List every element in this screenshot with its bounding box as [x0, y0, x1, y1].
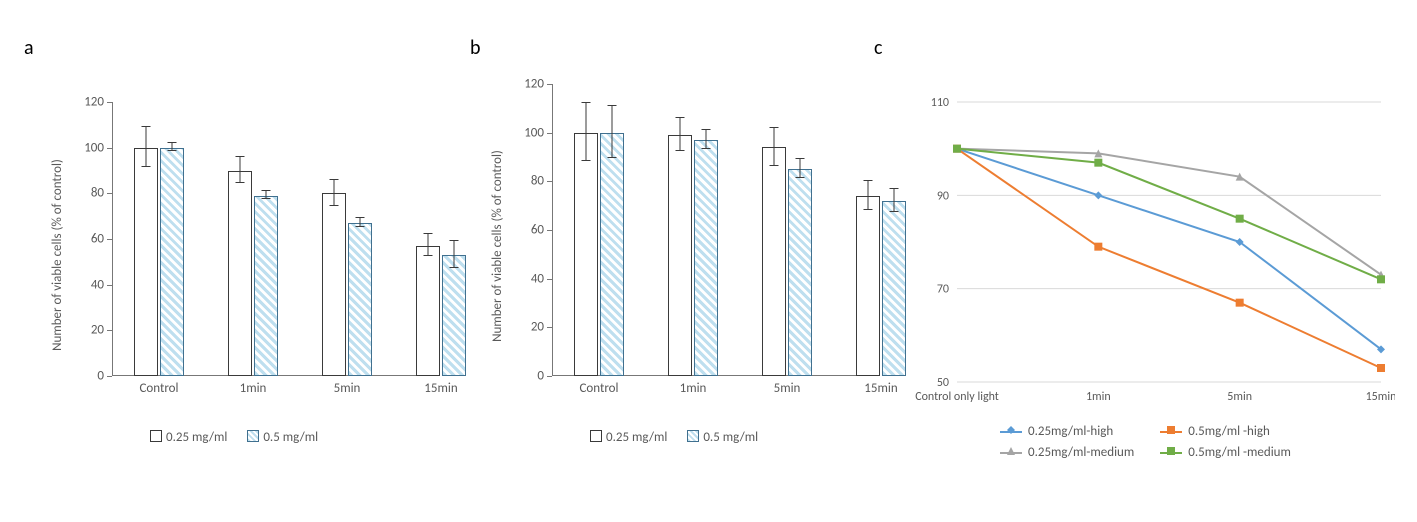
panel-c-label: c	[874, 36, 882, 60]
bar	[762, 147, 786, 376]
svg-text:90: 90	[937, 189, 949, 203]
bar	[882, 201, 906, 376]
y-tick-label: 100	[84, 140, 108, 155]
legend-item: 0.5mg/ml -medium	[1160, 445, 1291, 460]
y-tick-label: 120	[524, 77, 548, 92]
bar	[134, 148, 158, 376]
legend-item: 0.25mg/ml-high	[1000, 424, 1134, 439]
legend-item-a-s1: 0.5 mg/ml	[247, 430, 318, 445]
category-label: 5min	[774, 381, 801, 396]
bar	[322, 193, 346, 376]
y-tick-label: 80	[91, 186, 108, 201]
chart-b-y-title: Number of viable cells (% of control)	[490, 150, 505, 342]
svg-text:110: 110	[931, 96, 949, 110]
category-label: Control	[139, 381, 178, 396]
y-tick-label: 40	[91, 277, 108, 292]
legend-label: 0.25mg/ml-high	[1028, 424, 1113, 439]
bar	[856, 196, 880, 376]
category-label: 1min	[240, 381, 267, 396]
bar	[668, 135, 692, 376]
svg-text:1min: 1min	[1086, 390, 1111, 404]
bar	[228, 171, 252, 377]
legend-item-b-s1: 0.5 mg/ml	[687, 430, 758, 445]
chart-b-legend: 0.25 mg/ml 0.5 mg/ml	[590, 430, 758, 445]
panel-a-label: a	[24, 36, 34, 60]
svg-text:Control only light: Control only light	[915, 390, 999, 404]
svg-text:70: 70	[937, 283, 949, 297]
bar	[788, 169, 812, 376]
category-label: 5min	[334, 381, 361, 396]
legend-label: 0.5 mg/ml	[703, 430, 758, 445]
legend-label: 0.5mg/ml -medium	[1188, 445, 1291, 460]
line-chart-c: 50 70 90 110 Control only light 1min 5min 15min	[915, 92, 1395, 412]
bar	[694, 140, 718, 376]
y-tick-label: 100	[524, 125, 548, 140]
legend-label: 0.5 mg/ml	[263, 430, 318, 445]
legend-swatch-icon	[590, 430, 602, 442]
svg-text:15min: 15min	[1366, 390, 1395, 404]
legend-label: 0.5mg/ml -high	[1188, 424, 1270, 439]
y-tick-label: 80	[531, 174, 548, 189]
category-label: 1min	[680, 381, 707, 396]
chart-a-legend: 0.25 mg/ml 0.5 mg/ml	[150, 430, 318, 445]
bar-chart-b: Number of viable cells (% of control) 02…	[490, 72, 880, 420]
chart-c-legend: 0.25mg/ml-high 0.5mg/ml -high 0.25mg/ml-me…	[1000, 424, 1291, 460]
y-tick-label: 40	[531, 271, 548, 286]
y-tick-label: 60	[531, 223, 548, 238]
legend-label: 0.25mg/ml-medium	[1028, 445, 1134, 460]
y-tick-label: 20	[531, 320, 548, 335]
legend-label: 0.25 mg/ml	[166, 430, 227, 445]
bar	[254, 196, 278, 376]
bar	[160, 148, 184, 376]
legend-swatch-icon	[247, 430, 259, 442]
line-chart-svg: 50 70 90 110 Control only light 1min 5min 15min	[915, 92, 1395, 412]
legend-swatch-icon	[687, 430, 699, 442]
legend-swatch-icon	[150, 430, 162, 442]
panel-b-label: b	[470, 36, 481, 60]
legend-label: 0.25 mg/ml	[606, 430, 667, 445]
page: a b c Number of viable cells (% of contr…	[0, 0, 1417, 522]
category-label: 15min	[424, 381, 457, 396]
y-tick-label: 60	[91, 232, 108, 247]
bar	[442, 255, 466, 376]
legend-item: 0.5mg/ml -high	[1160, 424, 1291, 439]
bar	[574, 133, 598, 376]
category-label: Control	[579, 381, 618, 396]
y-tick-label: 120	[84, 95, 108, 110]
bar	[416, 246, 440, 376]
legend-item: 0.25mg/ml-medium	[1000, 445, 1134, 460]
svg-text:5min: 5min	[1227, 390, 1252, 404]
bar	[600, 133, 624, 376]
category-label: 15min	[864, 381, 897, 396]
bar	[348, 223, 372, 376]
legend-item-b-s0: 0.25 mg/ml	[590, 430, 667, 445]
chart-a-y-title: Number of viable cells (% of control)	[50, 159, 65, 351]
bar-chart-a: Number of viable cells (% of control) 02…	[50, 90, 440, 420]
legend-item-a-s0: 0.25 mg/ml	[150, 430, 227, 445]
svg-text:50: 50	[937, 376, 949, 390]
y-tick-label: 20	[91, 323, 108, 338]
